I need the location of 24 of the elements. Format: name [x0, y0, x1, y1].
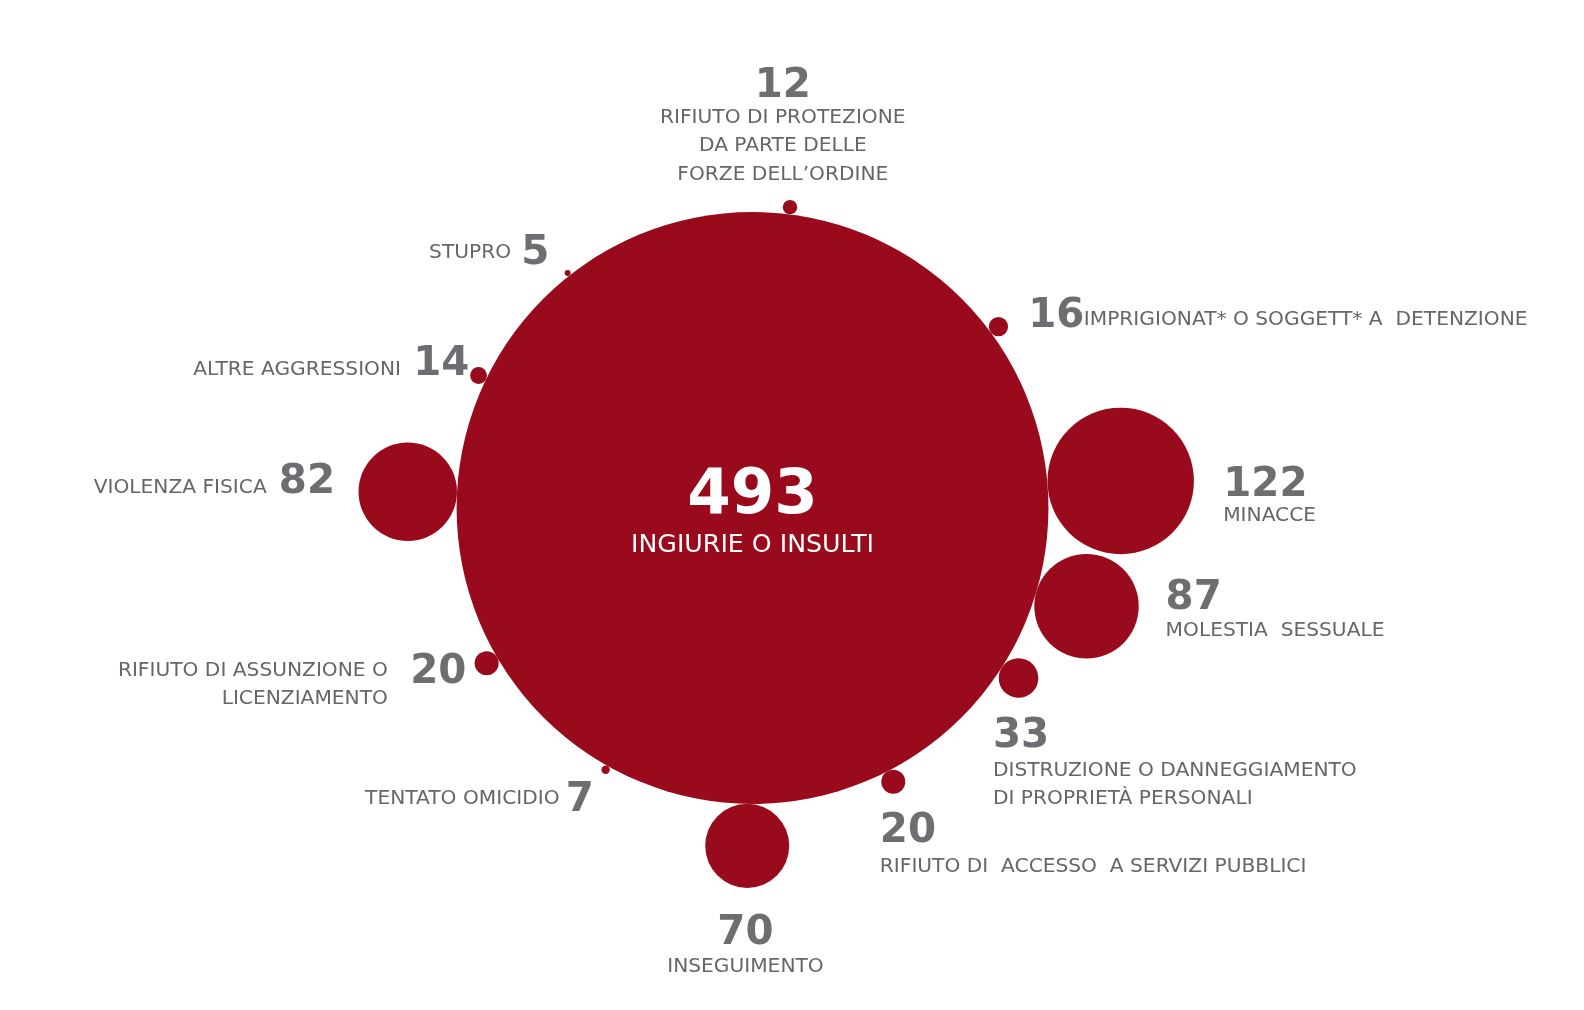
data-label: 82 [278, 454, 336, 503]
category-label: RIFIUTO DI ASSUNZIONE O LICENZIAMENTO [117, 656, 388, 709]
category-label: STUPRO [429, 239, 512, 264]
category-label: DISTRUZIONE O DANNEGGIAMENTO DI PROPRIETÀ PERSONALI [992, 756, 1357, 809]
data-label: 70 [717, 906, 774, 955]
data-label: 493 [687, 455, 818, 528]
data-label: 12 [754, 58, 811, 107]
category-label: INGIURIE O INSULTI [631, 529, 875, 559]
data-label: 14 [413, 336, 470, 385]
data-label: 7 [565, 772, 594, 821]
data-label: 20 [410, 644, 467, 693]
data-label: 5 [521, 225, 550, 274]
category-label: RIFIUTO DI ACCESSO A SERVIZI PUBBLICI [879, 852, 1307, 877]
category-label: MOLESTIA SESSUALE [1165, 617, 1385, 642]
category-label: RIFIUTO DI PROTEZIONE DA PARTE DELLE FORZE DELL’ORDINE [660, 104, 906, 185]
category-label: INSEGUIMENTO [667, 952, 824, 977]
category-label: ALTRE AGGRESSIONI [193, 355, 402, 380]
data-label: 20 [879, 804, 937, 853]
category-label: VIOLENZA FISICA [93, 473, 267, 498]
category-label: IMPRIGIONAT* O SOGGETT* A DETENZIONE [1083, 306, 1528, 331]
data-label: 87 [1165, 570, 1222, 619]
data-label: 16 [1028, 289, 1085, 338]
data-label: 33 [992, 709, 1050, 758]
category-label: TENTATO OMICIDIO [364, 784, 560, 809]
